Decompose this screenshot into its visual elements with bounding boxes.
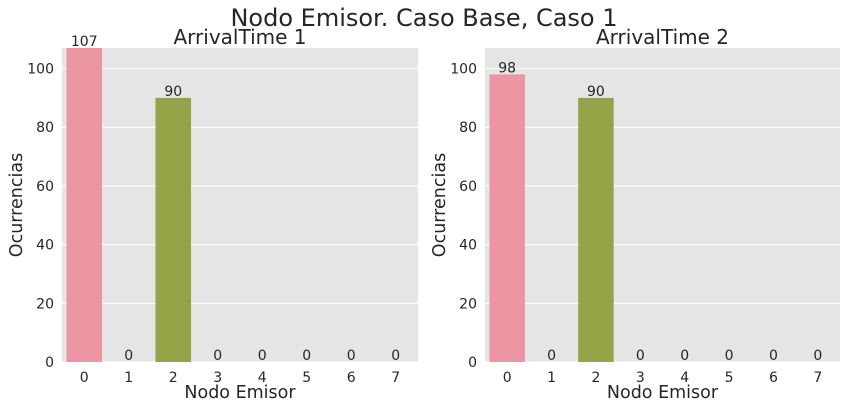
y-tick-label: 20 (459, 296, 477, 312)
data-label: 0 (769, 348, 778, 364)
x-tick-label: 4 (680, 370, 689, 386)
y-tick-label: 80 (459, 120, 477, 136)
y-axis-label: Ocurrencias (430, 153, 450, 257)
data-label: 0 (725, 348, 734, 364)
data-label: 0 (302, 348, 311, 364)
x-tick-label: 7 (391, 370, 400, 386)
data-label: 0 (636, 348, 645, 364)
plot-area-2 (485, 48, 840, 362)
data-label: 98 (498, 60, 516, 76)
bar-0 (489, 74, 525, 362)
y-tick-label: 60 (459, 179, 477, 195)
y-tick-label: 100 (450, 62, 477, 78)
data-label: 90 (587, 84, 605, 100)
data-label: 107 (71, 34, 98, 50)
data-label: 0 (124, 348, 133, 364)
x-tick-label: 5 (725, 370, 734, 386)
x-tick-label: 3 (213, 370, 222, 386)
plot-area-1 (62, 48, 418, 362)
y-axis-label: Ocurrencias (7, 153, 27, 257)
data-label: 0 (258, 348, 267, 364)
x-tick-label: 3 (636, 370, 645, 386)
x-axis-label: Nodo Emisor (184, 383, 296, 403)
data-label: 0 (391, 348, 400, 364)
data-label: 0 (213, 348, 222, 364)
x-tick-label: 2 (591, 370, 600, 386)
subplot-title: ArrivalTime 2 (596, 25, 729, 49)
y-tick-label: 40 (36, 238, 54, 254)
data-label: 0 (813, 348, 822, 364)
x-tick-label: 4 (258, 370, 267, 386)
x-tick-label: 5 (302, 370, 311, 386)
x-tick-label: 6 (347, 370, 356, 386)
data-label: 0 (680, 348, 689, 364)
bar-2 (578, 97, 614, 362)
x-tick-label: 6 (769, 370, 778, 386)
y-tick-label: 40 (459, 238, 477, 254)
y-tick-label: 80 (36, 120, 54, 136)
x-tick-label: 7 (813, 370, 822, 386)
y-tick-label: 20 (36, 296, 54, 312)
x-tick-label: 2 (169, 370, 178, 386)
data-label: 90 (164, 84, 182, 100)
bar-2 (155, 97, 192, 362)
y-tick-label: 0 (468, 355, 477, 371)
data-label: 0 (347, 348, 356, 364)
x-tick-label: 1 (124, 370, 133, 386)
y-tick-label: 60 (36, 179, 54, 195)
subplot-title: ArrivalTime 1 (173, 25, 306, 49)
x-axis-label: Nodo Emisor (607, 383, 719, 403)
x-tick-label: 0 (503, 370, 512, 386)
x-tick-label: 0 (80, 370, 89, 386)
x-tick-label: 1 (547, 370, 556, 386)
y-tick-label: 0 (45, 355, 54, 371)
data-label: 0 (547, 348, 556, 364)
bar-0 (66, 48, 103, 362)
figure-title: Nodo Emisor. Caso Base, Caso 1 (230, 4, 617, 32)
y-tick-label: 100 (27, 62, 54, 78)
